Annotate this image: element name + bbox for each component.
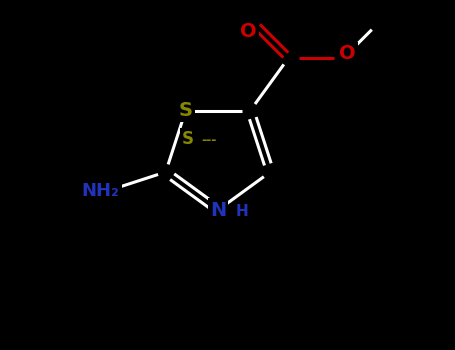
Text: S: S [179, 101, 192, 120]
Text: S: S [182, 130, 194, 147]
Text: N: N [210, 201, 226, 219]
Text: O: O [240, 22, 257, 42]
Text: H: H [236, 204, 249, 219]
Text: O: O [339, 44, 356, 63]
Text: NH₂: NH₂ [82, 182, 120, 199]
Text: ---: --- [202, 134, 217, 147]
